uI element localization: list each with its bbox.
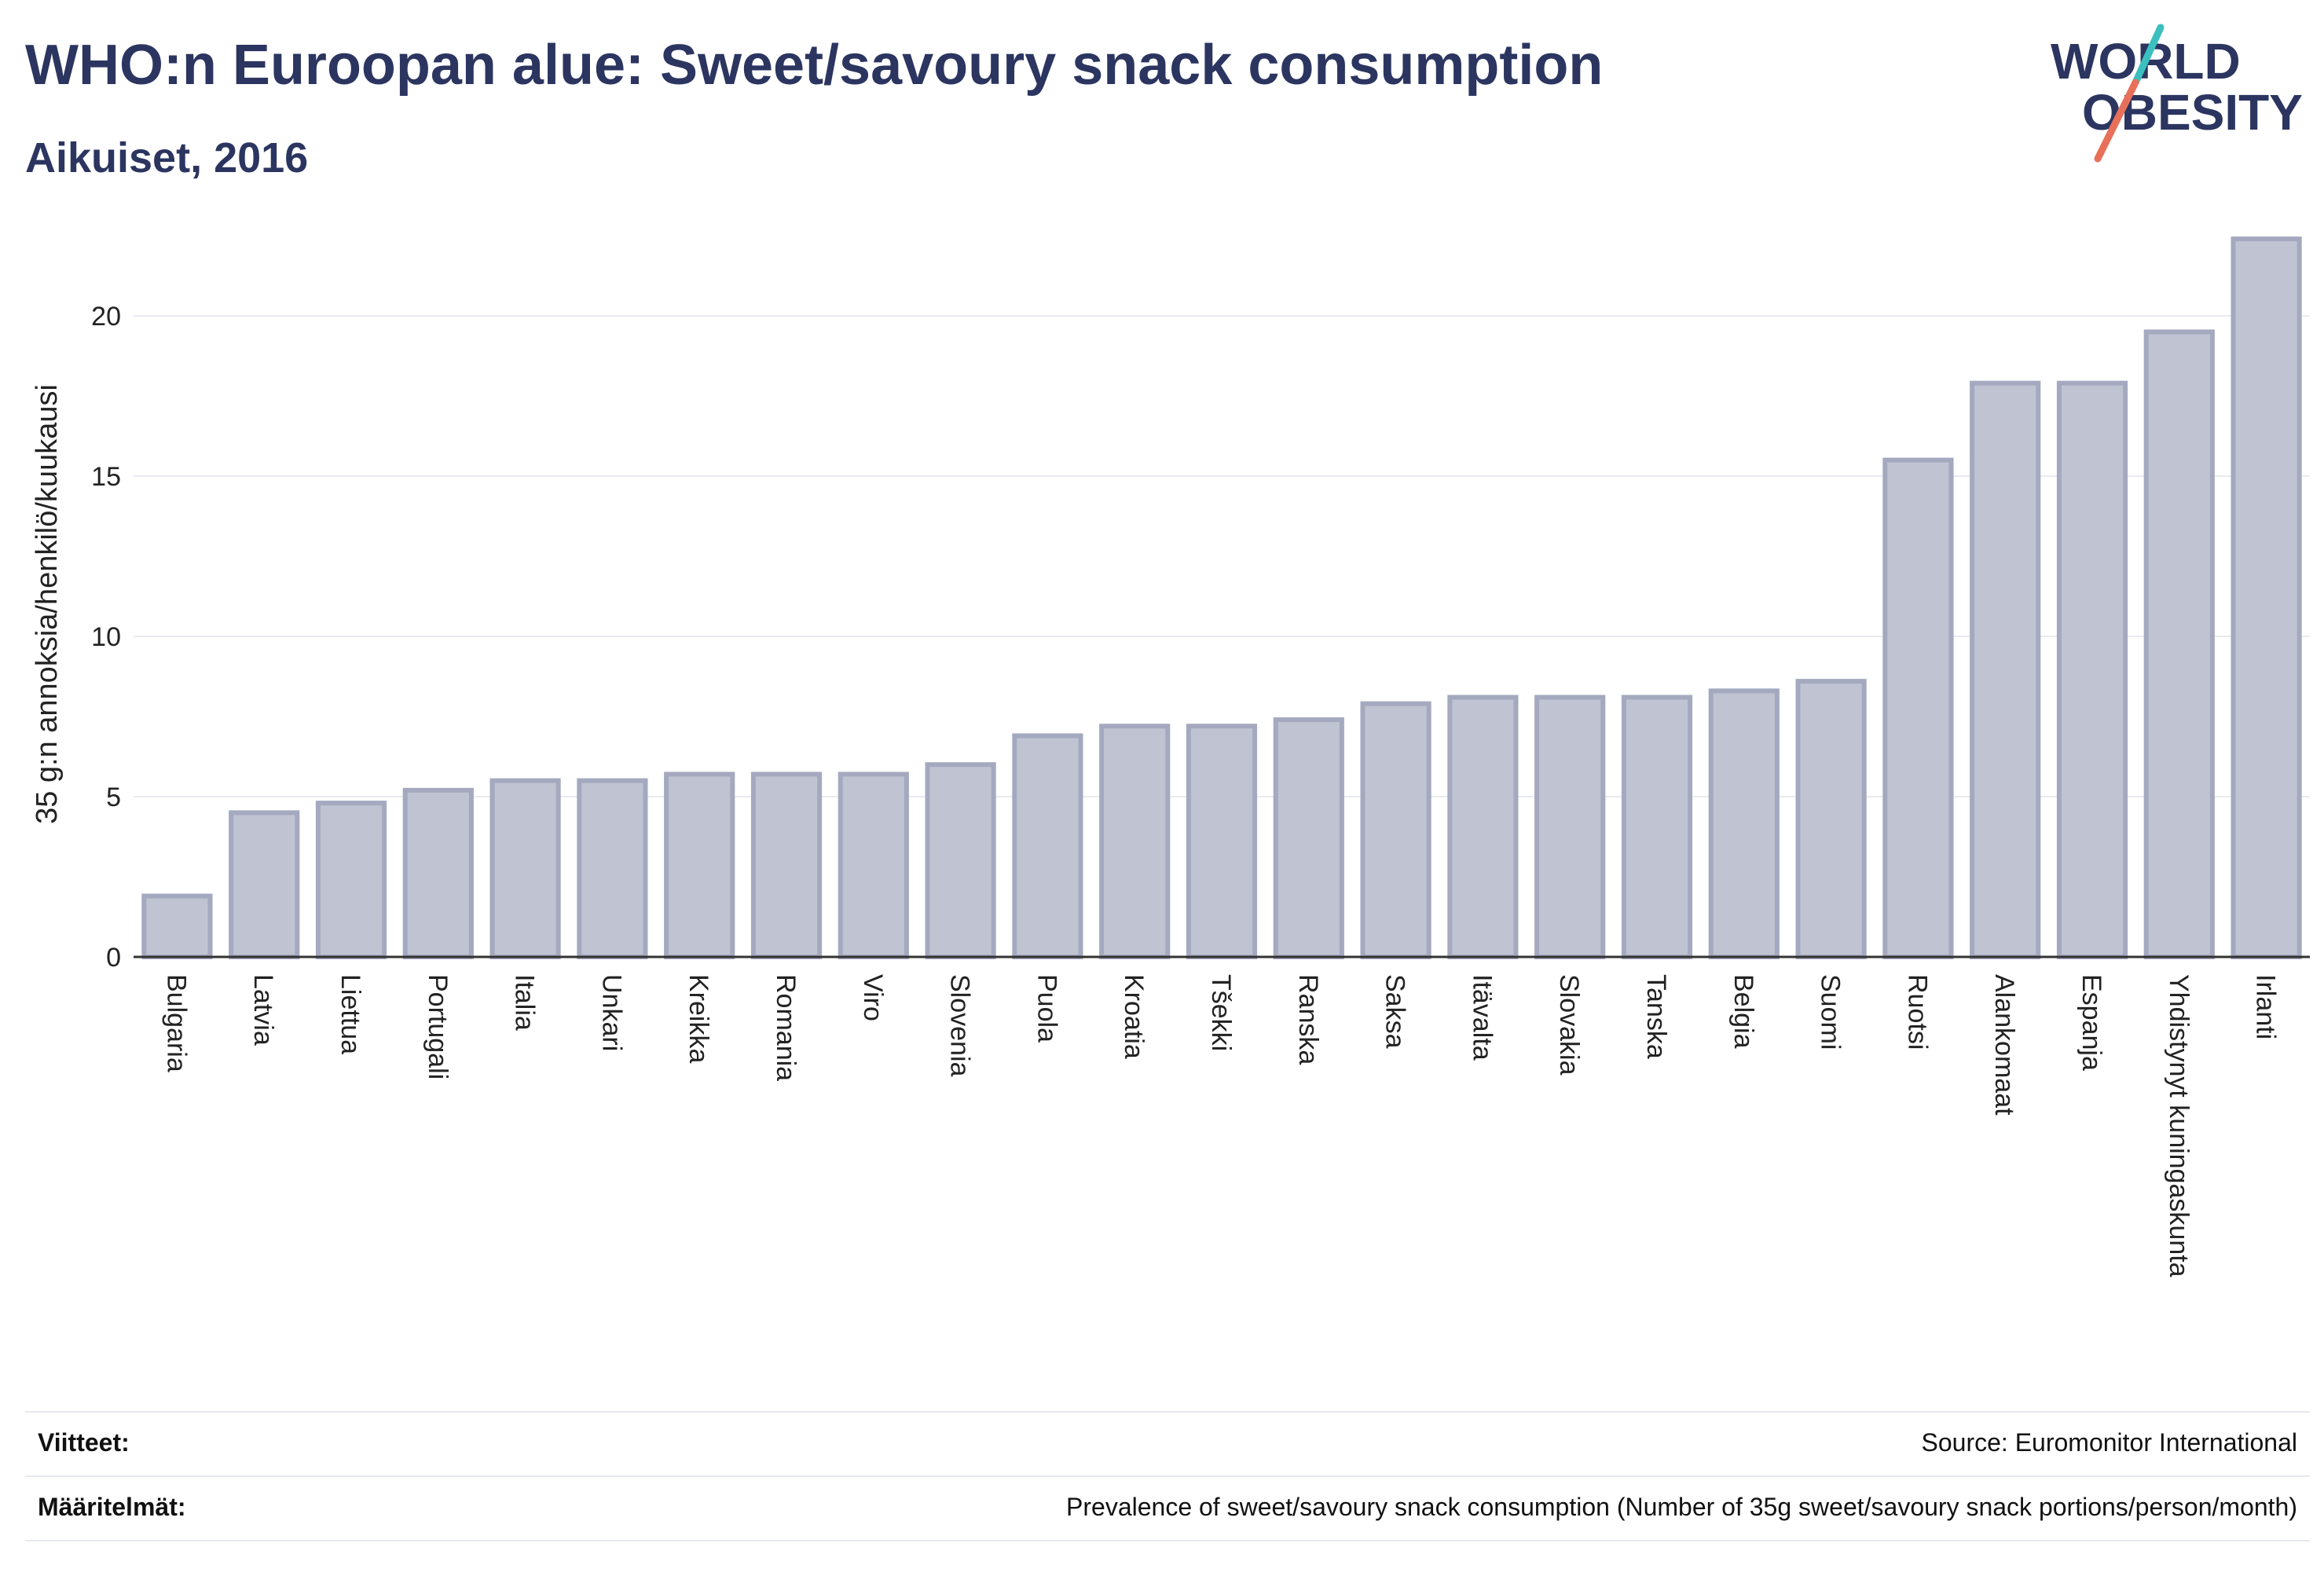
footer-divider-bottom — [25, 1540, 2310, 1541]
bar-chart: 0 5 10 15 20 Bulgaria Latvia Liettua Portugali It… — [31, 236, 2310, 1277]
world-obesity-logo: WORLD OBESITY — [2051, 24, 2303, 163]
x-tick-label: Portugali — [423, 974, 453, 1079]
axes: 0 5 10 15 20 Bulgaria Latvia Liettua Portugali It… — [31, 302, 2310, 1277]
y-axis-label: 35 g:n annoksia/henkilö/kuukausi — [31, 384, 64, 824]
bar — [925, 762, 996, 960]
footer-definitions-row: Määritelmät: Prevalence of sweet/savoury… — [25, 1493, 2310, 1527]
bar — [577, 778, 648, 959]
x-tick-label: Latvia — [248, 974, 278, 1046]
bar — [1273, 717, 1344, 960]
definitions-label: Määritelmät: — [38, 1493, 186, 1521]
chart-subtitle: Aikuiset, 2016 — [25, 134, 309, 181]
bar — [315, 801, 387, 959]
bar — [402, 787, 474, 960]
bar — [1012, 733, 1083, 959]
bar — [1708, 688, 1780, 959]
bar — [664, 772, 735, 959]
bar — [750, 772, 823, 959]
logo-slash-teal — [2132, 24, 2165, 86]
x-tick-label: Saksa — [1380, 974, 1410, 1049]
footer-divider-top — [25, 1411, 2310, 1413]
references-value: Source: Euromonitor International — [1921, 1428, 2297, 1457]
logo-slash-coral — [2094, 79, 2139, 163]
bar — [141, 893, 213, 959]
x-tick-label: Ranska — [1293, 974, 1323, 1065]
x-tick-label: Romania — [771, 974, 801, 1081]
bar — [838, 772, 909, 959]
bar — [2143, 329, 2215, 959]
x-tick-label: Bulgaria — [161, 974, 191, 1072]
bar — [2231, 236, 2302, 959]
x-tick-label: Tanska — [1641, 974, 1671, 1059]
x-tick-label: Slovenia — [945, 974, 975, 1077]
bar — [1970, 380, 2041, 959]
x-tick-label: Espanja — [2077, 974, 2106, 1071]
y-tick-label: 15 — [91, 462, 121, 492]
x-tick-label: Tšekki — [1206, 974, 1236, 1051]
bar — [1360, 701, 1431, 959]
x-tick-label: Kreikka — [684, 974, 713, 1063]
x-tick-label: Viro — [858, 974, 888, 1021]
footer-divider-middle — [25, 1475, 2310, 1477]
footer-references-row: Viitteet: Source: Euromonitor Internatio… — [25, 1428, 2310, 1463]
y-tick-label: 0 — [106, 943, 121, 973]
chart-title: WHO:n Euroopan alue: Sweet/savoury snack… — [25, 34, 1604, 97]
bar — [229, 810, 300, 960]
y-tick-label: 20 — [91, 302, 121, 332]
y-tick-label: 10 — [91, 622, 121, 652]
x-tick-label: Yhdistynyt kuningaskunta — [2164, 974, 2194, 1277]
x-tick-label: Liettua — [335, 974, 365, 1054]
bar — [1795, 679, 1867, 959]
x-tick-label: Slovakia — [1554, 974, 1584, 1076]
x-tick-label: Puola — [1032, 974, 1061, 1043]
bar — [489, 778, 561, 959]
bar — [1099, 724, 1171, 959]
x-tick-label: Italia — [510, 974, 540, 1031]
bar — [1534, 695, 1606, 960]
x-tick-label: Suomi — [1816, 974, 1846, 1050]
bars — [141, 236, 2302, 960]
bar — [2056, 380, 2128, 959]
definitions-value: Prevalence of sweet/savoury snack consum… — [1066, 1493, 2297, 1521]
bar — [1447, 695, 1519, 960]
x-tick-label: Kroatia — [1119, 974, 1149, 1059]
x-tick-label: Unkari — [596, 974, 626, 1051]
y-tick-label: 5 — [106, 783, 121, 812]
x-tick-label: Irlanti — [2251, 974, 2281, 1039]
bar — [1186, 724, 1258, 959]
x-tick-label: Itävalta — [1467, 974, 1497, 1061]
references-label: Viitteet: — [38, 1428, 130, 1457]
bar — [1621, 695, 1693, 960]
x-tick-label: Ruotsi — [1902, 974, 1932, 1050]
x-tick-label: Belgia — [1728, 974, 1758, 1049]
x-tick-label: Alankomaat — [1989, 974, 2019, 1116]
bar — [1882, 457, 1954, 959]
